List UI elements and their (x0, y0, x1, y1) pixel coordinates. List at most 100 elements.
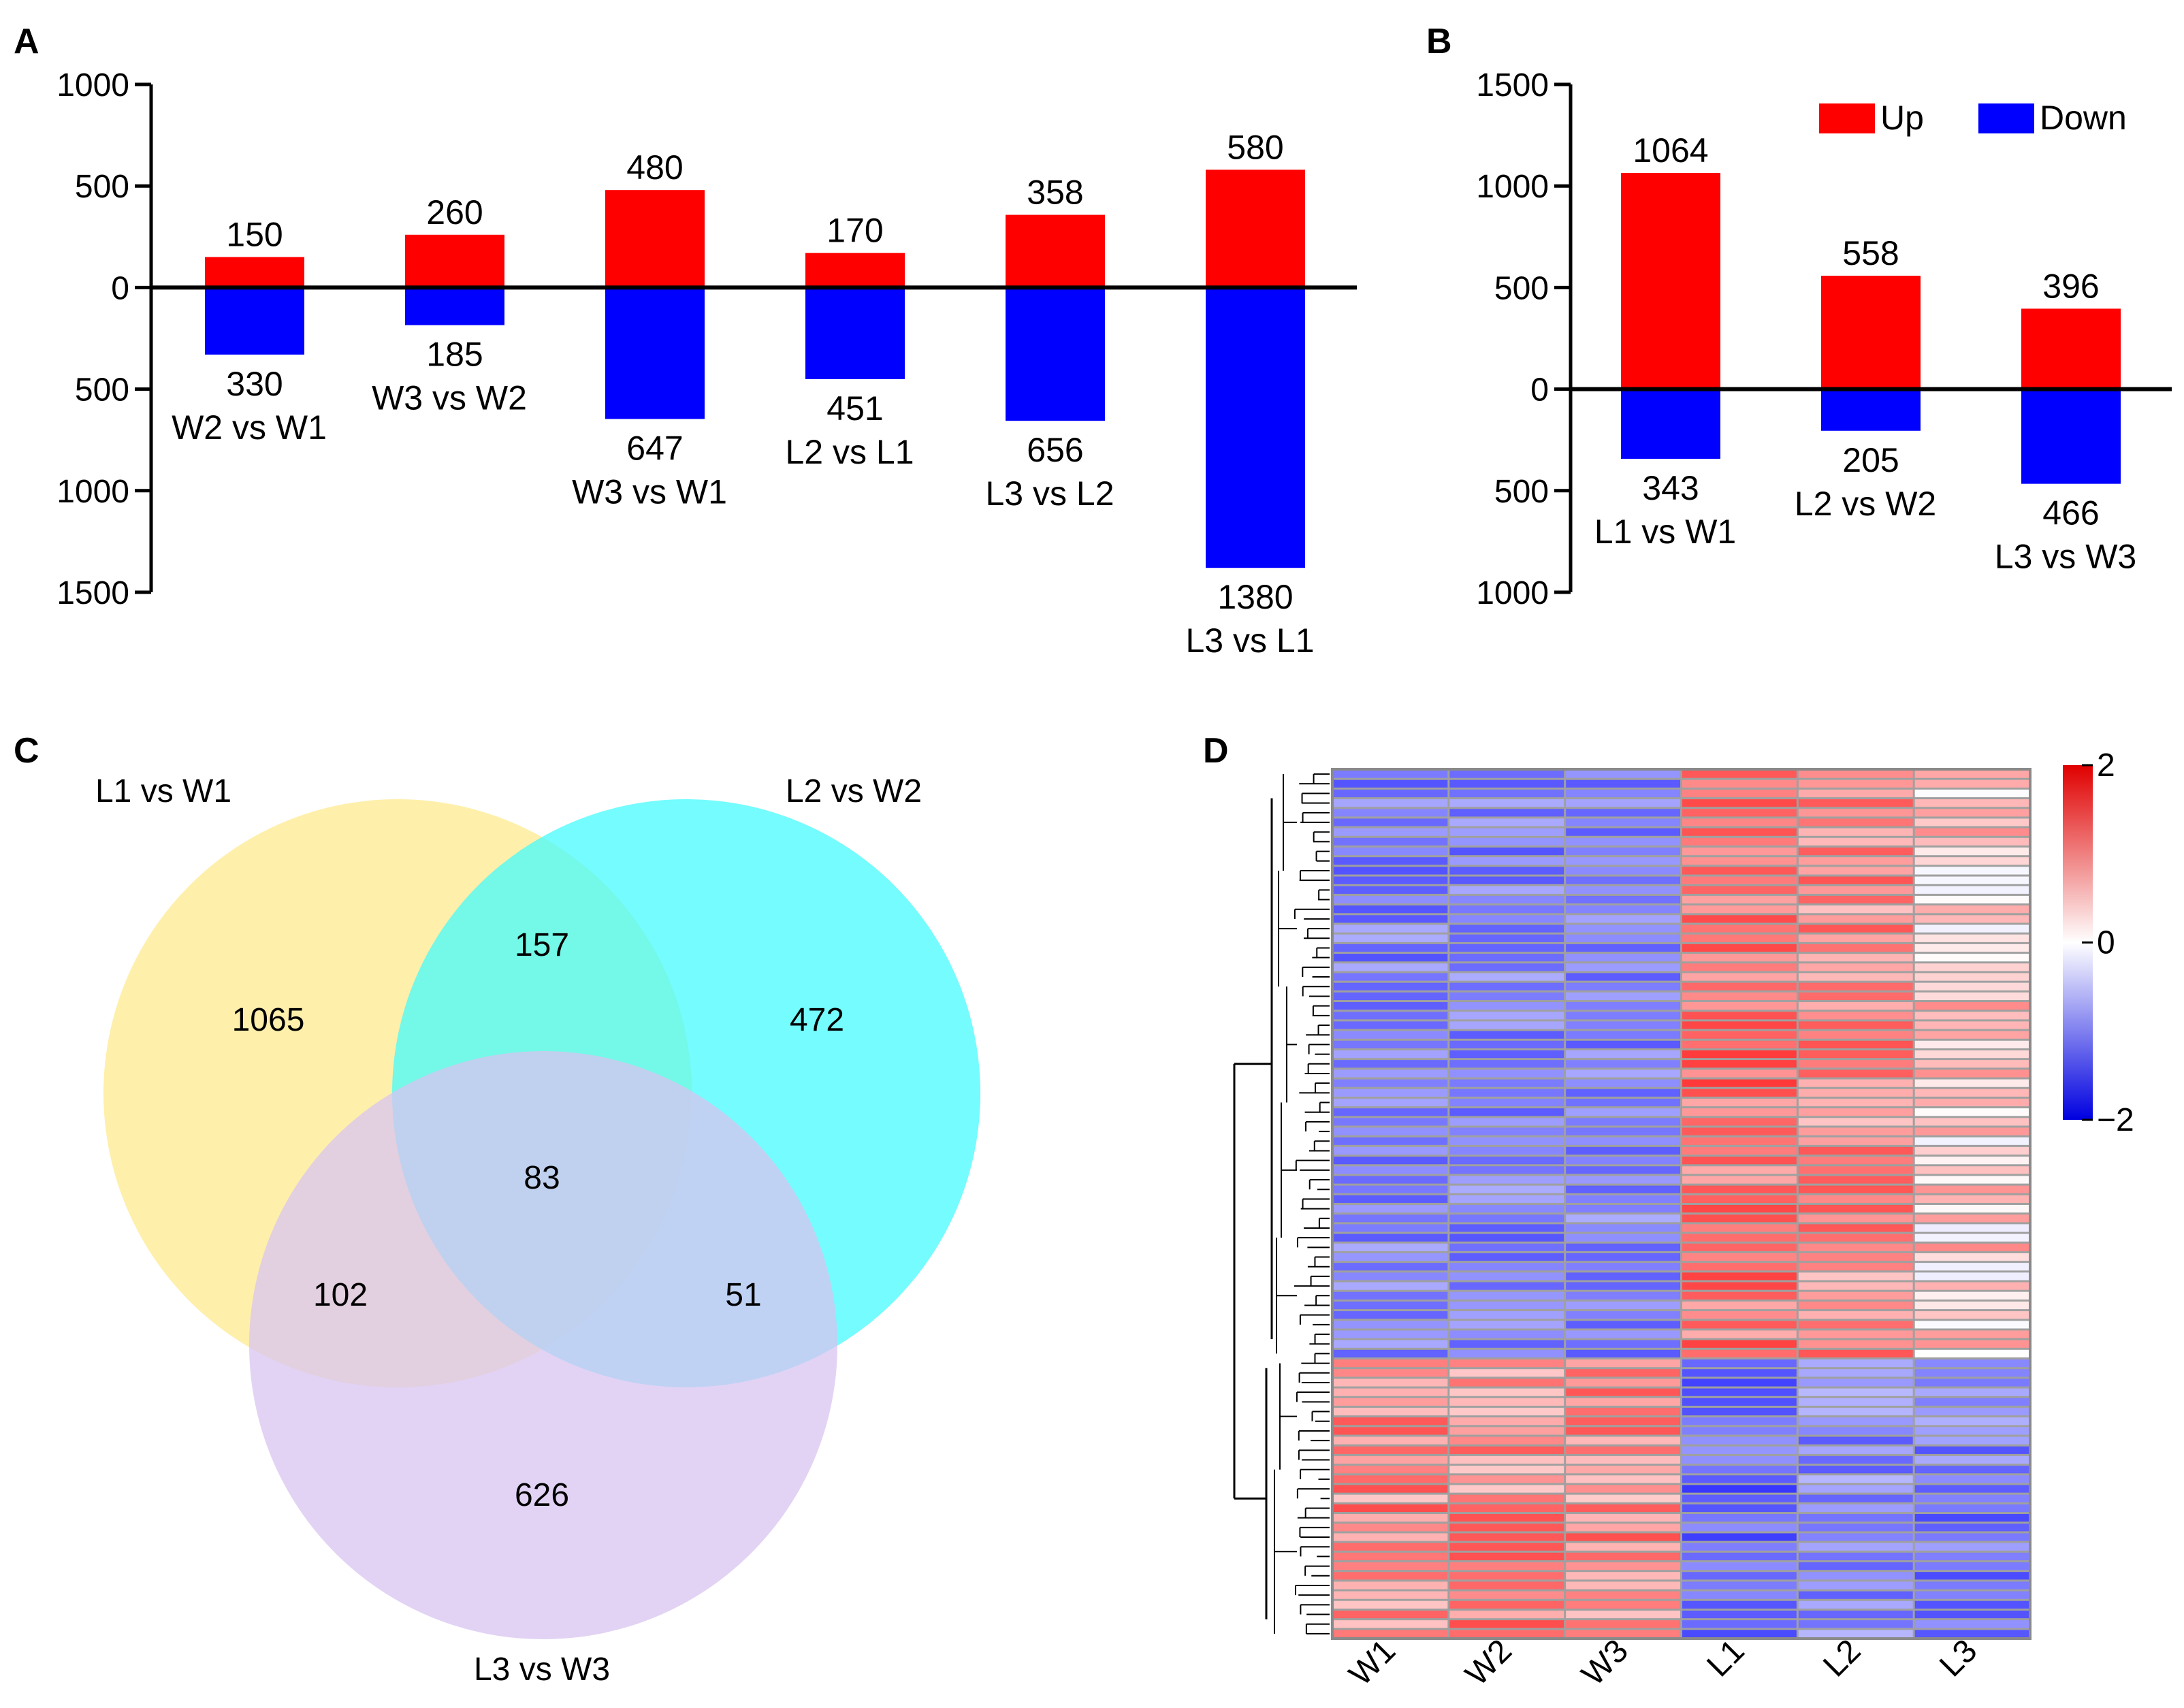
heatmap-cell (1914, 1157, 2029, 1165)
bar-up (805, 253, 905, 288)
heatmap-cell (1914, 1581, 2029, 1590)
heatmap-cell (1566, 770, 1680, 778)
heatmap-cell (1449, 963, 1564, 971)
heatmap-cell (1682, 1552, 1797, 1560)
heatmap-cell (1333, 1427, 1448, 1435)
heatmap-cell (1566, 1359, 1680, 1368)
heatmap-cell (1449, 1069, 1564, 1078)
bar-down (605, 287, 705, 419)
heatmap-cell (1798, 1455, 1913, 1464)
heatmap-cell (1914, 1475, 2029, 1483)
heatmap-cell (1449, 1012, 1564, 1020)
heatmap-cell (1333, 1600, 1448, 1609)
heatmap-cell (1333, 1002, 1448, 1010)
y-tick-label: 1500 (57, 575, 129, 611)
heatmap-cell (1682, 886, 1797, 894)
heatmap-cell (1333, 1089, 1448, 1097)
heatmap-cell (1914, 1630, 2029, 1638)
heatmap-cell (1566, 1417, 1680, 1425)
heatmap-cell (1566, 857, 1680, 865)
category-label: L2 vs L1 (785, 433, 914, 471)
heatmap-cell (1798, 789, 1913, 798)
heatmap-cell (1566, 1176, 1680, 1184)
heatmap-cell (1798, 1079, 1913, 1087)
heatmap-cell (1333, 1466, 1448, 1474)
heatmap-cell (1449, 1591, 1564, 1599)
heatmap-cell (1798, 1572, 1913, 1580)
heatmap-cell (1333, 1176, 1448, 1184)
heatmap-cell (1566, 1455, 1680, 1464)
bar-down (1621, 389, 1720, 459)
bar-down (1206, 287, 1305, 568)
heatmap-cell (1333, 1581, 1448, 1590)
heatmap-cell (1566, 1002, 1680, 1010)
heatmap-cell (1333, 1311, 1448, 1319)
heatmap-cell (1333, 1340, 1448, 1348)
heatmap-cell (1682, 828, 1797, 836)
panel-letter-d: D (1203, 731, 1229, 771)
heatmap-background (1332, 769, 2030, 1639)
heatmap-cell (1566, 1524, 1680, 1532)
heatmap-cell (1333, 992, 1448, 1001)
heatmap-cell (1333, 1118, 1448, 1126)
heatmap-cell (1914, 876, 2029, 884)
heatmap-cell (1566, 1514, 1680, 1522)
heatmap-cell (1333, 1166, 1448, 1174)
heatmap-cell (1682, 876, 1797, 884)
heatmap-cell (1798, 837, 1913, 846)
heatmap-cell (1449, 1243, 1564, 1251)
heatmap-cell (1682, 818, 1797, 826)
heatmap-cell (1333, 799, 1448, 807)
panel-letter-a: A (14, 22, 39, 61)
bar-up (405, 234, 504, 288)
heatmap-cell (1333, 934, 1448, 942)
category-label: L1 vs W1 (1594, 513, 1736, 551)
heatmap-cell (1682, 973, 1797, 981)
data-label-down: 343 (1642, 469, 1699, 507)
heatmap-cell (1682, 1369, 1797, 1377)
heatmap-cell (1333, 1127, 1448, 1135)
legend-label-down: Down (2040, 99, 2127, 137)
heatmap-cell (1682, 915, 1797, 923)
heatmap-cell (1914, 944, 2029, 952)
heatmap-cell (1682, 1137, 1797, 1145)
heatmap-cell (1798, 1098, 1913, 1107)
heatmap-cell (1682, 867, 1797, 875)
bar-up (1006, 214, 1105, 288)
heatmap-cell (1798, 973, 1913, 981)
panel-c-venn-diagram: L1 vs W1 L2 vs W2 L3 vs W3 1065 472 626 157 102… (95, 773, 980, 1688)
heatmap-cell (1682, 1610, 1797, 1619)
heatmap-cell (1566, 1427, 1680, 1435)
venn-region-count: 157 (515, 927, 569, 963)
heatmap-cell (1798, 1301, 1913, 1310)
heatmap-cell (1682, 1301, 1797, 1310)
heatmap-cell (1449, 779, 1564, 788)
heatmap-cell (1566, 1205, 1680, 1213)
heatmap-cell (1449, 789, 1564, 798)
heatmap-cell (1914, 982, 2029, 990)
heatmap-cell (1449, 1427, 1564, 1435)
heatmap-cell (1798, 1069, 1913, 1078)
heatmap-cell (1682, 1427, 1797, 1435)
heatmap-cell (1914, 1311, 2029, 1319)
heatmap-cell (1566, 1031, 1680, 1039)
heatmap-cell (1566, 1485, 1680, 1493)
heatmap-cell (1333, 1407, 1448, 1416)
heatmap-cell (1449, 876, 1564, 884)
heatmap-cell (1798, 1060, 1913, 1068)
heatmap-cell (1798, 1581, 1913, 1590)
heatmap-cell (1566, 1137, 1680, 1145)
category-label: W2 vs W1 (172, 408, 327, 447)
heatmap-cell (1682, 1118, 1797, 1126)
heatmap-cell (1333, 1543, 1448, 1551)
venn-set-label: L3 vs W3 (474, 1651, 610, 1688)
heatmap-cell (1798, 1234, 1913, 1242)
heatmap-cell (1333, 1388, 1448, 1396)
heatmap-cell (1449, 915, 1564, 923)
data-label-down: 1380 (1217, 578, 1293, 616)
heatmap-cell (1914, 828, 2029, 836)
heatmap-cell (1449, 1282, 1564, 1290)
heatmap-cell (1566, 944, 1680, 952)
heatmap-cell (1566, 1330, 1680, 1338)
